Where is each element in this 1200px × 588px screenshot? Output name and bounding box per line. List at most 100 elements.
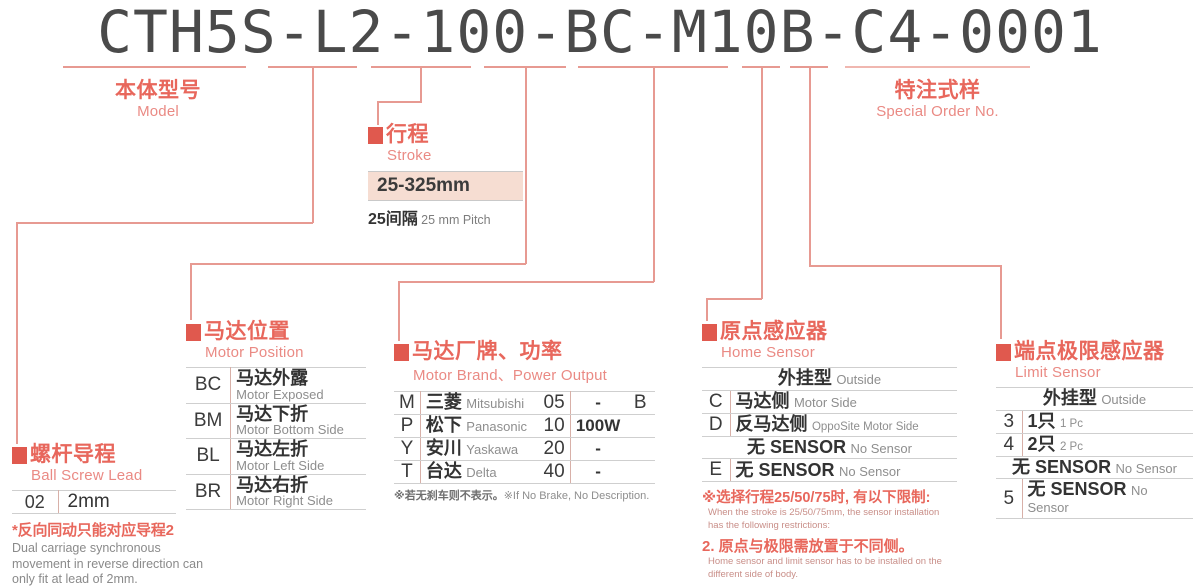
cell-desc: 无 SENSOR No Sensor [1022, 478, 1193, 520]
bullet-square-icon [12, 447, 27, 464]
motor-position-header: 马达位置 [186, 315, 366, 345]
table-row[interactable]: D 反马达侧 OppoSite Motor Side [702, 413, 957, 437]
cell-code: 02 [12, 490, 59, 514]
cell-value: 2mm [58, 490, 176, 514]
group-header-en: No Sensor [850, 440, 912, 456]
cell-desc-cn: 1只 [1027, 410, 1056, 431]
model-label-en: Model [137, 103, 179, 120]
table-row[interactable]: Y 安川 Yaskawa 20 - [394, 437, 656, 461]
cell-desc-cn: 无 SENSOR [1027, 479, 1127, 500]
limit-sensor-label-cn: 端点极限感应器 [1014, 340, 1165, 363]
group-header-cn: 外挂型 [777, 368, 832, 388]
table-row[interactable]: 3 1只 1 Pc [996, 410, 1193, 434]
brand-en: Delta [466, 464, 497, 480]
connector-limit-h [809, 265, 1001, 267]
cell-desc: 无 SENSOR No Sensor [730, 458, 957, 483]
section-model: 本体型号 Model [63, 74, 253, 120]
section-stroke: 行程 Stroke 25-325mm 25间隔 25 mm Pitch [368, 118, 523, 229]
table-row[interactable]: 5 无 SENSOR No Sensor [996, 478, 1193, 520]
cell-desc-en: Motor Bottom Side [236, 422, 344, 438]
section-limit-sensor: 端点极限感应器 Limit Sensor 外挂型 Outside 3 1只 1 … [996, 335, 1193, 520]
cell-code: 5 [996, 478, 1023, 520]
cell-code: BL [186, 438, 232, 475]
brand-en: Mitsubishi [466, 396, 525, 412]
cell-brand-code: Y [394, 437, 421, 461]
ball-screw-lead-label-en: Ball Screw Lead [31, 467, 143, 484]
limit-sensor-header: 端点极限感应器 [996, 335, 1193, 365]
cell-desc: 反马达侧 OppoSite Motor Side [730, 413, 957, 437]
group-header-cn: 无 SENSOR [1012, 456, 1112, 477]
cell-desc-en: No Sensor [1027, 483, 1148, 516]
bullet-square-icon [186, 324, 201, 341]
cell-desc: 马达侧 Motor Side [730, 390, 957, 414]
connector-brand-h [398, 281, 654, 283]
section-motor-brand: 马达厂牌、功率 Motor Brand、Power Output M 三菱 Mi… [394, 335, 656, 503]
cell-brand-name: 台达 Delta [420, 460, 539, 484]
table-row[interactable]: BR 马达右折 Motor Right Side [186, 474, 366, 511]
cell-brake-code [625, 414, 656, 438]
bullet-square-icon [368, 127, 383, 144]
motor-brand-label-cn: 马达厂牌、功率 [412, 340, 563, 363]
group-header-en: Outside [836, 372, 882, 387]
motor-position-table: BC 马达外露 Motor Exposed BM 马达下折 Motor Bott… [186, 367, 366, 511]
stroke-header: 行程 [368, 118, 523, 148]
table-row[interactable]: M 三菱 Mitsubishi 05 - B [394, 391, 656, 415]
table-row[interactable]: 02 2mm [12, 490, 176, 514]
motor-brand-label-en: Motor Brand、Power Output [413, 367, 608, 384]
table-group-header: 无 SENSOR No Sensor [996, 456, 1193, 480]
table-group-header: 外挂型 Outside [702, 367, 957, 391]
connector-limit-v2 [1000, 265, 1002, 339]
brand-en: Panasonic [466, 419, 527, 434]
table-row[interactable]: E 无 SENSOR No Sensor [702, 458, 957, 483]
motor-brand-footnote: ※若无刹车则不表示。※If No Brake, No Description. [394, 487, 655, 503]
cell-desc: 2只 2 Pc [1022, 433, 1193, 457]
cell-power-value: 100W [570, 414, 626, 438]
cell-code: E [702, 458, 731, 483]
stroke-pitch: 25间隔 25 mm Pitch [368, 205, 523, 229]
table-row[interactable]: C 马达侧 Motor Side [702, 390, 957, 414]
connector-home-v1 [761, 66, 763, 299]
home-sensor-label-en: Home Sensor [721, 344, 815, 361]
cell-brake-code [625, 437, 656, 461]
cell-power-code: 20 [538, 437, 571, 461]
underline-model [63, 66, 246, 68]
cell-desc-cn: 马达外露 [236, 368, 309, 388]
cell-code: BC [186, 367, 232, 404]
cell-desc-en: Motor Exposed [236, 386, 324, 402]
product-code-title: CTH5S-L2-100-BC-M10B-C4-0001 [97, 0, 1103, 66]
home-sensor-header: 原点感应器 [702, 315, 958, 345]
stroke-label-en: Stroke [387, 147, 432, 164]
group-header-no-sensor: 无 SENSOR No Sensor [702, 436, 957, 460]
cell-desc-en: 2 Pc [1059, 440, 1083, 453]
brand-cn: 松下 [425, 415, 462, 435]
brand-cn: 台达 [425, 460, 462, 481]
section-home-sensor: 原点感应器 Home Sensor 外挂型 Outside C 马达侧 Moto… [702, 315, 958, 582]
group-header-en: No Sensor [1115, 460, 1177, 476]
table-row[interactable]: T 台达 Delta 40 - [394, 460, 656, 484]
connector-motorpos-v2 [190, 263, 192, 320]
section-ball-screw-lead: 螺杆导程 Ball Screw Lead 02 2mm *反向同动只能对应导程2… [12, 438, 212, 588]
home-sensor-table: 外挂型 Outside C 马达侧 Motor Side D 反马达侧 Oppo… [702, 367, 957, 483]
cell-desc: 1只 1 Pc [1022, 410, 1193, 434]
table-group-header: 无 SENSOR No Sensor [702, 436, 957, 460]
group-header-outside: 外挂型 Outside [996, 387, 1193, 411]
table-row[interactable]: BL 马达左折 Motor Left Side [186, 438, 366, 475]
table-row[interactable]: P 松下 Panasonic 10 100W [394, 414, 656, 438]
cell-desc: 马达下折 Motor Bottom Side [230, 403, 366, 440]
stroke-value: 25-325mm [368, 171, 523, 201]
connector-limit-v1 [809, 66, 811, 266]
cell-brand-code: T [394, 460, 421, 484]
ball-screw-lead-table: 02 2mm [12, 490, 176, 514]
bullet-square-icon [996, 344, 1011, 361]
group-header-cn: 无 SENSOR [747, 436, 847, 457]
cell-power-code: 10 [538, 414, 571, 438]
cell-desc-en: Motor Side [793, 394, 857, 410]
table-row[interactable]: BM 马达下折 Motor Bottom Side [186, 403, 366, 440]
group-header-cn: 外挂型 [1042, 388, 1097, 408]
stroke-pitch-cn: 25间隔 [368, 211, 418, 228]
group-header-no-sensor: 无 SENSOR No Sensor [996, 456, 1193, 480]
table-row[interactable]: BC 马达外露 Motor Exposed [186, 367, 366, 404]
cell-desc-cn: 反马达侧 [735, 413, 808, 434]
table-row[interactable]: 4 2只 2 Pc [996, 433, 1193, 457]
home-sensor-restriction-1-cn: ※选择行程25/50/75时, 有以下限制: [702, 490, 931, 507]
